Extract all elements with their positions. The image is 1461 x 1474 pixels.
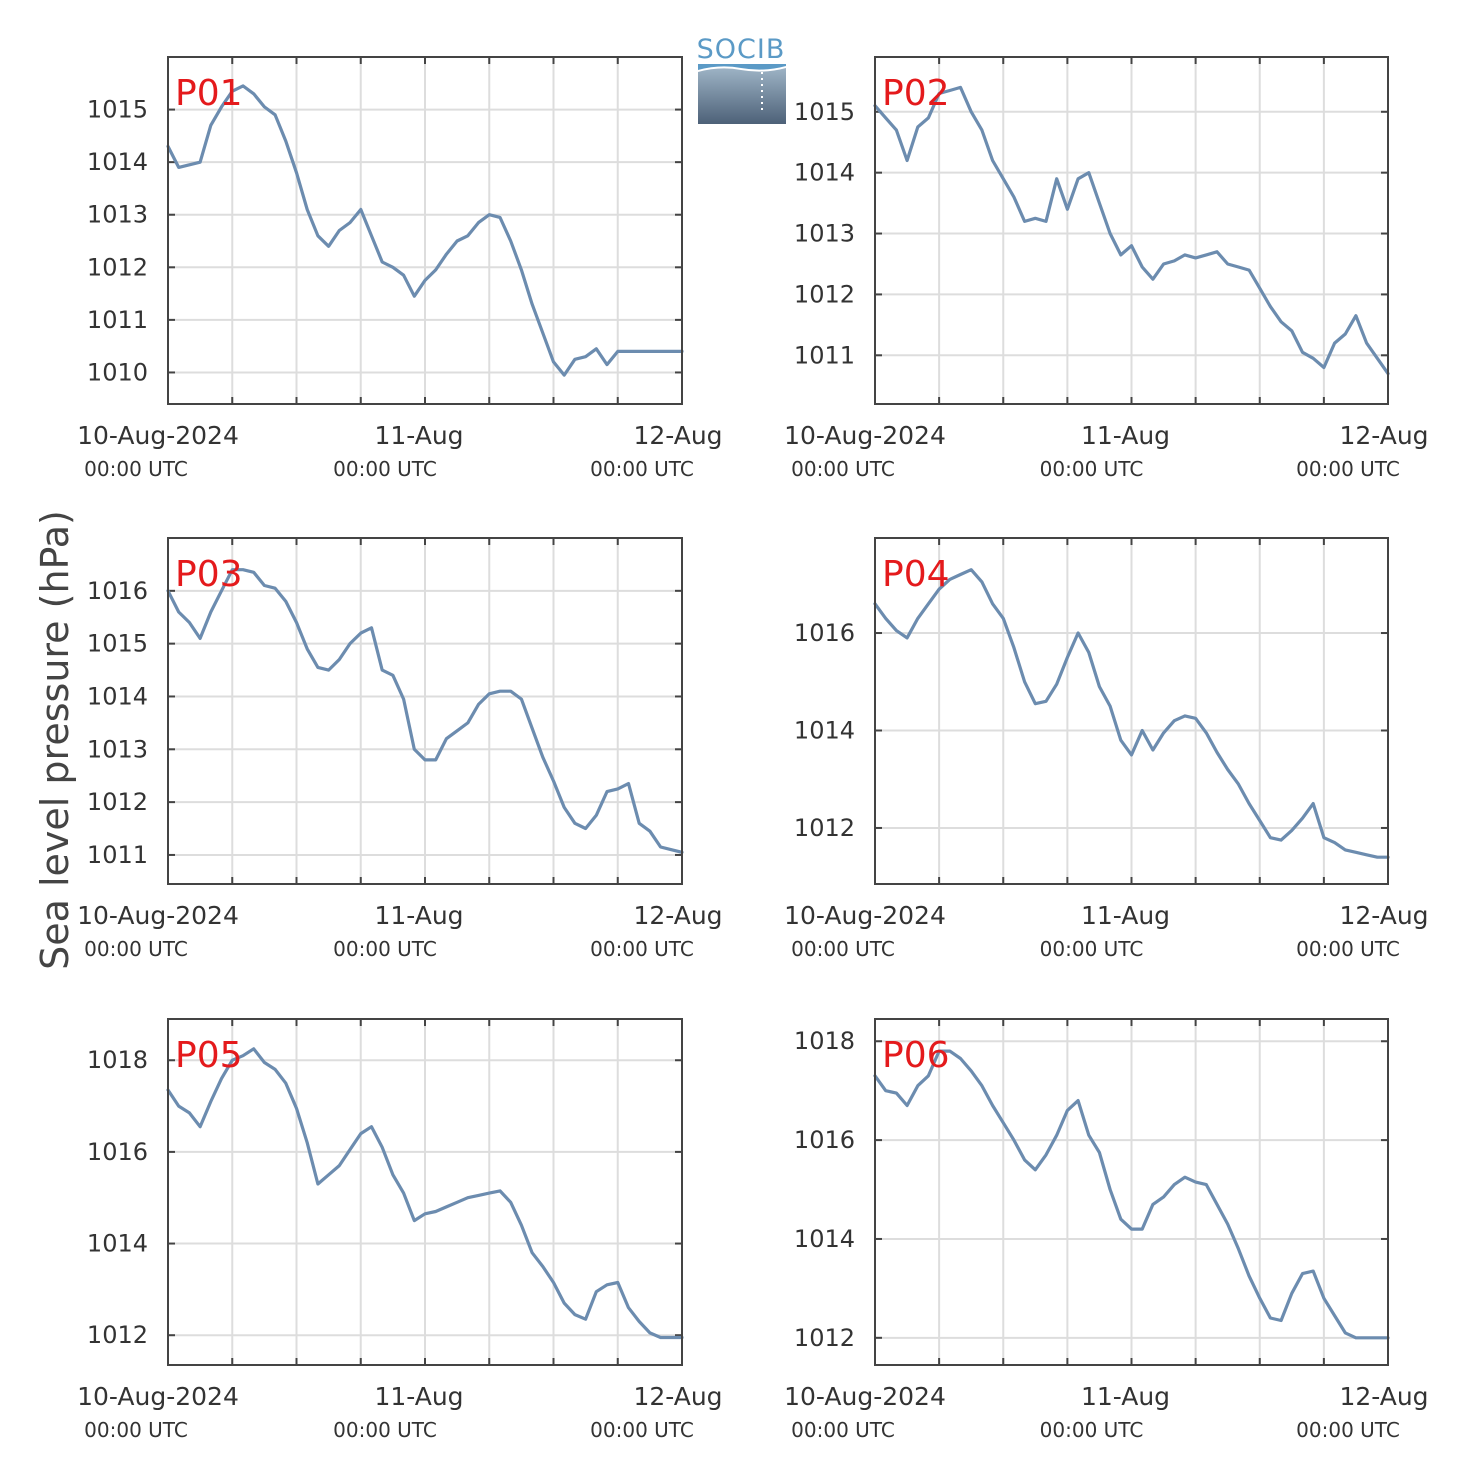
plot-frame: [874, 56, 1389, 405]
logo-wave-icon: [698, 64, 786, 70]
x-tick-time-label: 00:00 UTC: [791, 1418, 895, 1442]
y-tick-label: 1014: [87, 148, 148, 176]
y-tick-label: 1016: [794, 619, 855, 647]
x-tick-time-label: 00:00 UTC: [333, 1418, 437, 1442]
x-tick-date-label: 10-Aug-2024: [784, 901, 946, 930]
plot-frame: [167, 1018, 683, 1366]
plot-frame: [167, 537, 683, 885]
y-tick-label: 1012: [794, 280, 855, 308]
y-tick-label: 1012: [87, 253, 148, 281]
y-tick-label: 1013: [87, 201, 148, 229]
series-line-p04: [873, 568, 1390, 859]
y-tick-label: 1013: [794, 220, 855, 248]
x-tick-time-label: 00:00 UTC: [1040, 937, 1144, 961]
panel-p02: 1011 1012 1013 1014 1015 P02 10-Aug-2024 00:00 …: [784, 56, 1429, 481]
y-tick-label: 1012: [794, 814, 855, 842]
y-tick-label: 1014: [794, 159, 855, 187]
y-tick-label: 1012: [87, 788, 148, 816]
panel-label: P06: [882, 1035, 950, 1076]
plot-frame: [167, 56, 683, 405]
y-tick-label: 1016: [794, 1126, 855, 1154]
plot-frame: [874, 1018, 1389, 1366]
y-tick-label: 1015: [87, 96, 148, 124]
panel-p03: 1011 1012 1013 1014 1015 1016 P03 10-Aug-2024 00…: [77, 537, 723, 961]
x-tick-time-label: 00:00 UTC: [333, 937, 437, 961]
x-tick-date-label: 12-Aug: [1339, 421, 1428, 450]
y-tick-label: 1011: [87, 306, 148, 334]
panel-label: P02: [882, 73, 950, 114]
x-tick-time-label: 00:00 UTC: [1296, 457, 1400, 481]
series-line-p05: [166, 1047, 684, 1340]
y-tick-label: 1014: [87, 682, 148, 710]
x-tick-date-label: 10-Aug-2024: [77, 1382, 239, 1411]
x-tick-date-label: 11-Aug: [1081, 1382, 1170, 1411]
series-line-p03: [166, 568, 684, 854]
x-tick-time-label: 00:00 UTC: [1296, 937, 1400, 961]
panel-label: P01: [175, 73, 243, 114]
y-tick-label: 1011: [87, 841, 148, 869]
y-tick-label: 1012: [87, 1321, 148, 1349]
series-line-p02: [873, 85, 1390, 376]
x-tick-date-label: 12-Aug: [633, 421, 722, 450]
x-tick-time-label: 00:00 UTC: [84, 937, 188, 961]
x-tick-date-label: 10-Aug-2024: [784, 1382, 946, 1411]
x-tick-time-label: 00:00 UTC: [333, 457, 437, 481]
plot-frame: [874, 537, 1389, 885]
x-tick-date-label: 10-Aug-2024: [784, 421, 946, 450]
y-axis-label: Sea level pressure (hPa): [33, 510, 77, 970]
y-tick-label: 1016: [87, 1138, 148, 1166]
y-tick-label: 1011: [794, 341, 855, 369]
x-tick-time-label: 00:00 UTC: [590, 457, 694, 481]
panel-p05: 1012 1014 1016 1018 P05 10-Aug-2024 00:00 UTC 1…: [77, 1018, 723, 1442]
x-tick-date-label: 11-Aug: [374, 1382, 463, 1411]
y-tick-label: 1014: [794, 716, 855, 744]
panel-label: P03: [175, 554, 243, 595]
x-tick-time-label: 00:00 UTC: [84, 1418, 188, 1442]
y-tick-label: 1018: [794, 1027, 855, 1055]
x-tick-date-label: 12-Aug: [1339, 1382, 1428, 1411]
series-line-p01: [166, 84, 684, 377]
socib-logo: SOCIB: [697, 34, 786, 124]
x-tick-date-label: 10-Aug-2024: [77, 901, 239, 930]
y-tick-label: 1018: [87, 1046, 148, 1074]
x-tick-time-label: 00:00 UTC: [1040, 1418, 1144, 1442]
x-tick-date-label: 12-Aug: [633, 901, 722, 930]
y-tick-label: 1013: [87, 735, 148, 763]
panel-p01: 1010 1011 1012 1013 1014 1015 P01 10-Aug-2024 00…: [77, 56, 723, 481]
y-tick-label: 1015: [794, 98, 855, 126]
panel-p06: 1012 1014 1016 1018 P06 10-Aug-2024 00:00 UTC 1…: [784, 1018, 1429, 1442]
x-tick-date-label: 11-Aug: [1081, 421, 1170, 450]
x-tick-date-label: 11-Aug: [1081, 901, 1170, 930]
x-tick-date-label: 10-Aug-2024: [77, 421, 239, 450]
y-tick-label: 1015: [87, 630, 148, 658]
y-tick-label: 1010: [87, 358, 148, 386]
x-tick-time-label: 00:00 UTC: [1296, 1418, 1400, 1442]
y-tick-label: 1014: [794, 1225, 855, 1253]
y-tick-label: 1012: [794, 1324, 855, 1352]
x-tick-date-label: 11-Aug: [374, 421, 463, 450]
x-tick-time-label: 00:00 UTC: [1040, 457, 1144, 481]
x-tick-time-label: 00:00 UTC: [791, 937, 895, 961]
x-tick-time-label: 00:00 UTC: [84, 457, 188, 481]
series-line-p06: [873, 1049, 1390, 1340]
panel-label: P05: [175, 1035, 243, 1076]
x-tick-date-label: 12-Aug: [1339, 901, 1428, 930]
y-tick-label: 1016: [87, 577, 148, 605]
x-tick-time-label: 00:00 UTC: [590, 1418, 694, 1442]
logo-block-icon: [698, 68, 786, 124]
logo-text: SOCIB: [697, 34, 786, 65]
panel-p04: 1012 1014 1016 P04 10-Aug-2024 00:00 UTC 11-Au…: [784, 537, 1429, 961]
x-tick-date-label: 11-Aug: [374, 901, 463, 930]
x-tick-time-label: 00:00 UTC: [791, 457, 895, 481]
x-tick-date-label: 12-Aug: [633, 1382, 722, 1411]
x-tick-time-label: 00:00 UTC: [590, 937, 694, 961]
y-tick-label: 1014: [87, 1230, 148, 1258]
panel-label: P04: [882, 554, 950, 595]
